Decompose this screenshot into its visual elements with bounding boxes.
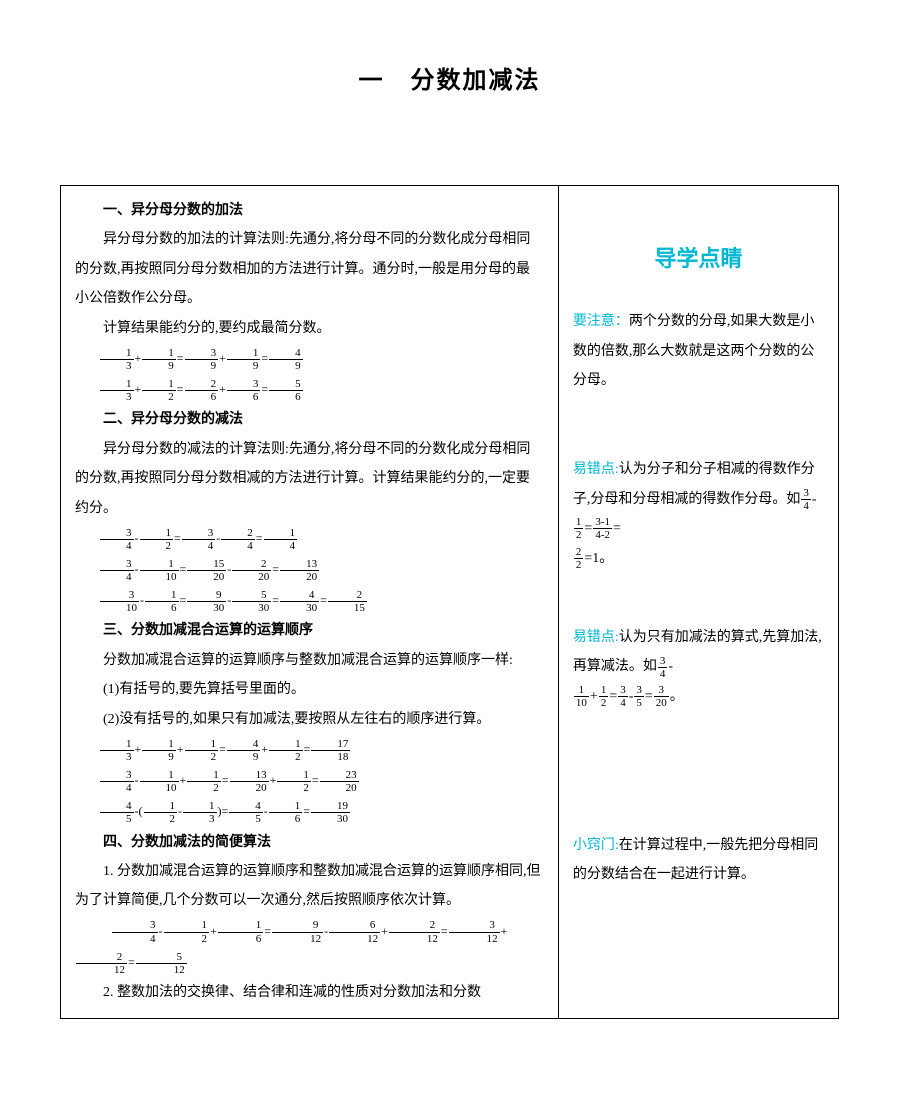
right-column: 导学点睛 要注意：两个分数的分母,如果大数是小数的倍数,那么大数就是这两个分数的… [558,186,838,1019]
section2-eq1: 34-12=34-24=14 [75,523,544,554]
tip2: 易错点:认为分子和分子相减的得数作分子,分母和分母相减的得数作分母。如34- 1… [573,455,824,573]
section4-eq1: 34-12+16=912-612+212=312+212=512 [75,916,544,978]
section2-eq2: 34-110=1520-220=1320 [75,554,544,585]
tip1-label: 要注意： [573,314,629,329]
tip3: 易错点:认为只有加减法的算式,先算加法,再算减法。如34- 110+12=34-… [573,623,824,711]
section3-eq1: 13+19+12=49+12=1718 [75,734,544,765]
tip4-label: 小窍门: [573,838,619,853]
left-column: 一、异分母分数的加法 异分母分数的加法的计算法则:先通分,将分母不同的分数化成分… [61,186,559,1019]
tip2-label: 易错点: [573,462,619,477]
section3-para2: (1)有括号的,要先算括号里面的。 [75,675,544,704]
section3-eq3: 45-(12-13)=45-16=1930 [75,796,544,827]
content-table: 一、异分母分数的加法 异分母分数的加法的计算法则:先通分,将分母不同的分数化成分… [60,185,839,1019]
section3-eq2: 34-110+12=1320+12=2320 [75,765,544,796]
guide-title: 导学点睛 [573,236,824,282]
tip1: 要注意：两个分数的分母,如果大数是小数的倍数,那么大数就是这两个分数的公分母。 [573,307,824,395]
tip3-label: 易错点: [573,630,619,645]
section3-heading: 三、分数加减混合运算的运算顺序 [75,616,544,645]
section4-para2: 2. 整数加法的交换律、结合律和连减的性质对分数加法和分数 [75,978,544,1007]
section4-para1: 1. 分数加减混合运算的运算顺序和整数加减混合运算的运算顺序相同,但为了计算简便… [75,857,544,916]
section1-para2: 计算结果能约分的,要约成最简分数。 [75,314,544,343]
section4-heading: 四、分数加减法的简便算法 [75,828,544,857]
section2-para1: 异分母分数的减法的计算法则:先通分,将分母不同的分数化成分母相同的分数,再按照同… [75,435,544,523]
page-title: 一 分数加减法 [60,60,839,95]
section1-eq2: 13+12=26+36=56 [75,374,544,405]
section3-para1: 分数加减混合运算的运算顺序与整数加减混合运算的运算顺序一样: [75,646,544,675]
section1-eq1: 13+19=39+19=49 [75,343,544,374]
section3-para3: (2)没有括号的,如果只有加减法,要按照从左往右的顺序进行算。 [75,705,544,734]
section2-heading: 二、异分母分数的减法 [75,405,544,434]
tip4: 小窍门:在计算过程中,一般先把分母相同的分数结合在一起进行计算。 [573,831,824,890]
section1-heading: 一、异分母分数的加法 [75,196,544,225]
section2-eq3: 310-16=930-530=430=215 [75,585,544,616]
section1-para1: 异分母分数的加法的计算法则:先通分,将分母不同的分数化成分母相同的分数,再按照同… [75,225,544,313]
